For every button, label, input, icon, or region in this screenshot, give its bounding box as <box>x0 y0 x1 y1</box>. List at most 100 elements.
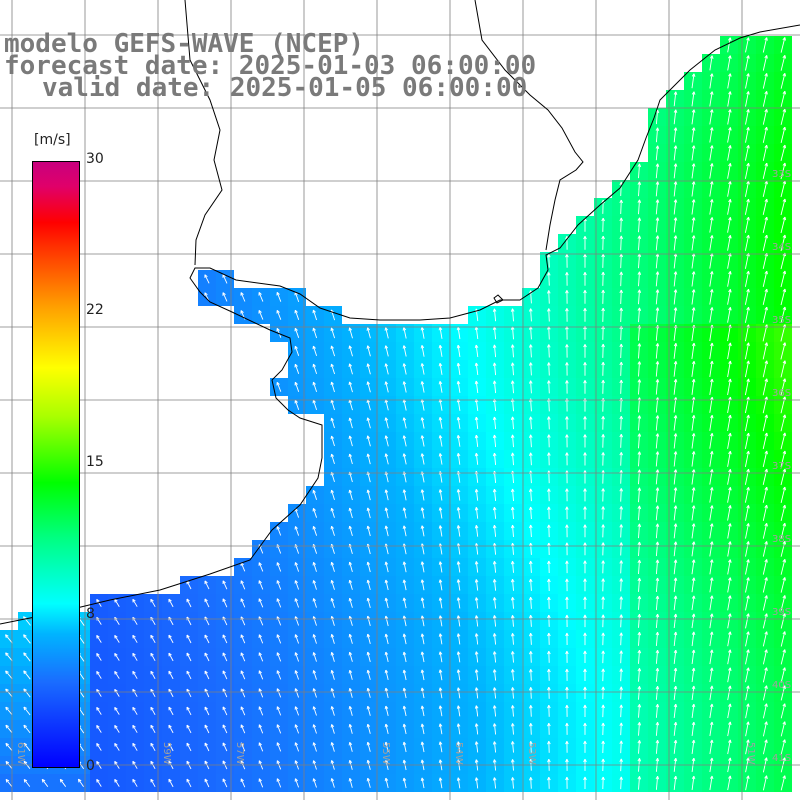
wind-arrow <box>780 144 787 162</box>
wind-arrow <box>637 235 642 251</box>
wind-arrow <box>744 288 750 305</box>
wind-arrow <box>583 272 587 286</box>
wind-arrow <box>691 145 696 161</box>
wind-arrow <box>762 55 768 71</box>
wind-arrow <box>709 73 714 89</box>
wind-arrow <box>762 91 768 107</box>
wind-arrow <box>727 145 732 161</box>
title-valid-date: valid date: 2025-01-05 06:00:00 <box>42 73 528 103</box>
wind-arrow <box>780 108 787 125</box>
wind-arrow <box>762 234 768 251</box>
wind-arrow <box>258 310 264 320</box>
wind-arrow <box>762 126 768 143</box>
wind-arrow <box>655 199 660 215</box>
wind-arrow <box>762 109 768 125</box>
wind-arrow <box>727 109 732 125</box>
wind-arrow <box>780 126 787 144</box>
wind-arrow <box>655 271 660 287</box>
wind-arrow <box>727 127 732 143</box>
colorbar <box>32 161 80 768</box>
wind-arrow <box>780 216 787 234</box>
wind-arrow <box>601 271 605 286</box>
wind-arrow <box>691 73 696 89</box>
lat-label: 33S <box>772 169 791 180</box>
wind-arrow <box>691 235 696 251</box>
wind-arrow <box>619 307 624 323</box>
wind-arrow <box>780 234 787 252</box>
wind-arrow <box>565 272 569 286</box>
wind-arrow <box>601 253 605 268</box>
wind-arrow <box>745 109 750 125</box>
wind-arrow <box>762 144 768 161</box>
wind-arrow <box>780 73 787 89</box>
wind-arrow <box>709 217 714 233</box>
wind-arrow <box>709 127 714 143</box>
wind-arrow <box>673 199 678 215</box>
wind-arrow <box>673 163 678 179</box>
wind-arrow <box>673 289 678 305</box>
lon-label: 55W <box>380 742 391 765</box>
wind-arrow <box>727 217 732 233</box>
wind-arrow <box>762 73 768 89</box>
wind-arrow <box>655 217 660 233</box>
lat-label: 36S <box>772 388 791 399</box>
wind-arrow <box>744 180 750 197</box>
wind-arrow <box>744 270 750 287</box>
lat-label: 41S <box>772 753 791 764</box>
wind-arrow <box>637 217 642 233</box>
wind-arrow <box>727 181 732 197</box>
wind-arrow <box>619 289 624 305</box>
wind-arrow <box>727 235 732 251</box>
wind-arrow <box>583 308 587 322</box>
wind-arrow <box>691 271 696 287</box>
wind-arrow <box>780 198 787 216</box>
wind-arrow <box>510 308 515 322</box>
wind-arrow <box>762 37 768 53</box>
wind-arrow <box>294 309 300 320</box>
wind-arrow <box>727 199 732 215</box>
lon-label: 59W <box>161 742 172 765</box>
wind-arrow <box>312 309 318 321</box>
wind-arrow <box>744 145 750 161</box>
wind-arrow <box>762 162 768 179</box>
wind-arrow <box>619 271 624 287</box>
wind-arrow <box>583 290 587 304</box>
wind-arrow <box>222 274 228 284</box>
wind-arrow <box>655 163 660 179</box>
wind-arrow <box>673 217 678 233</box>
wind-arrow <box>762 198 768 215</box>
wind-arrow <box>547 308 551 322</box>
wind-arrow <box>565 290 569 304</box>
wind-arrow <box>601 235 605 250</box>
wind-arrow <box>691 217 696 233</box>
wind-arrow <box>727 289 732 305</box>
wind-arrow <box>583 254 587 268</box>
wind-arrow <box>673 91 678 107</box>
wind-arrow <box>565 254 569 268</box>
wind-arrows <box>5 37 787 791</box>
lat-label: 38S <box>772 534 791 545</box>
wind-arrow <box>547 254 551 268</box>
lon-label: 51W <box>745 742 756 765</box>
wind-arrow <box>673 109 678 125</box>
wind-arrow <box>727 73 732 89</box>
wind-arrow <box>637 271 642 287</box>
wind-arrow <box>673 235 678 251</box>
wind-arrow <box>762 270 768 287</box>
wind-arrow <box>762 288 768 305</box>
wind-arrow <box>655 235 660 251</box>
wind-arrow <box>655 181 660 197</box>
wind-arrow <box>744 216 750 233</box>
wind-arrow <box>780 288 787 306</box>
wind-arrow <box>709 199 714 215</box>
wind-arrow <box>780 90 787 107</box>
wind-arrow <box>547 272 551 286</box>
border-line-2 <box>474 0 584 251</box>
wind-arrow <box>637 163 642 179</box>
wind-arrow <box>691 91 696 107</box>
wind-arrow <box>601 307 605 322</box>
wind-arrow <box>780 37 786 53</box>
lon-label: 61W <box>15 742 26 765</box>
wind-arrow <box>691 109 696 125</box>
